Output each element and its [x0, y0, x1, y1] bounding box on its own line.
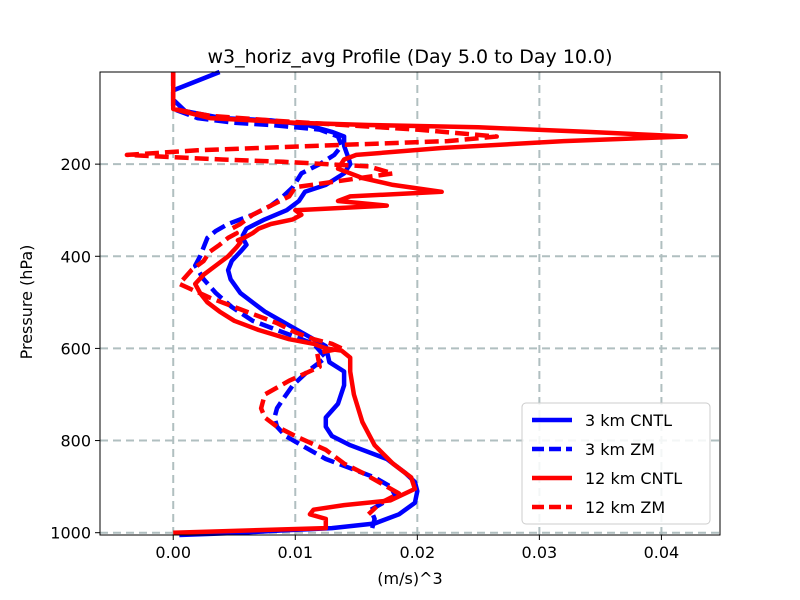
- plot-frame: [99, 71, 721, 536]
- x-tick-label: 0.00: [155, 543, 191, 562]
- chart-title: w3_horiz_avg Profile (Day 5.0 to Day 10.…: [207, 46, 612, 68]
- series-line-12-km-cntl: [170, 72, 689, 535]
- y-axis-label: Pressure (hPa): [17, 245, 36, 360]
- x-tick-label: 0.04: [644, 543, 680, 562]
- y-tick-label: 400: [60, 247, 91, 266]
- x-tick-label: 0.01: [277, 543, 313, 562]
- y-tick-label: 1000: [50, 524, 91, 543]
- legend-label-12-km-cntl: 12 km CNTL: [585, 469, 682, 488]
- legend: 3 km CNTL 3 km ZM 12 km CNTL 12 km ZM: [521, 402, 711, 525]
- legend-label-12-km-zm: 12 km ZM: [585, 498, 665, 517]
- y-tick-label: 600: [60, 339, 91, 358]
- legend-box: [521, 402, 711, 525]
- legend-label-3-km-cntl: 3 km CNTL: [585, 411, 672, 430]
- x-tick-label: 0.03: [522, 543, 558, 562]
- series-layer: [124, 69, 689, 538]
- legend-label-3-km-zm: 3 km ZM: [585, 440, 655, 459]
- x-axis-label: (m/s)^3: [377, 569, 442, 588]
- ticks: 0.00 0.01 0.02 0.03 0.04 200 400 600 800 1000: [50, 155, 679, 562]
- series-line-12-km-zm: [124, 72, 499, 516]
- y-tick-label: 200: [60, 155, 91, 174]
- y-tick-label: 800: [60, 432, 91, 451]
- x-tick-label: 0.02: [400, 543, 436, 562]
- series-line-3-km-zm: [170, 72, 398, 529]
